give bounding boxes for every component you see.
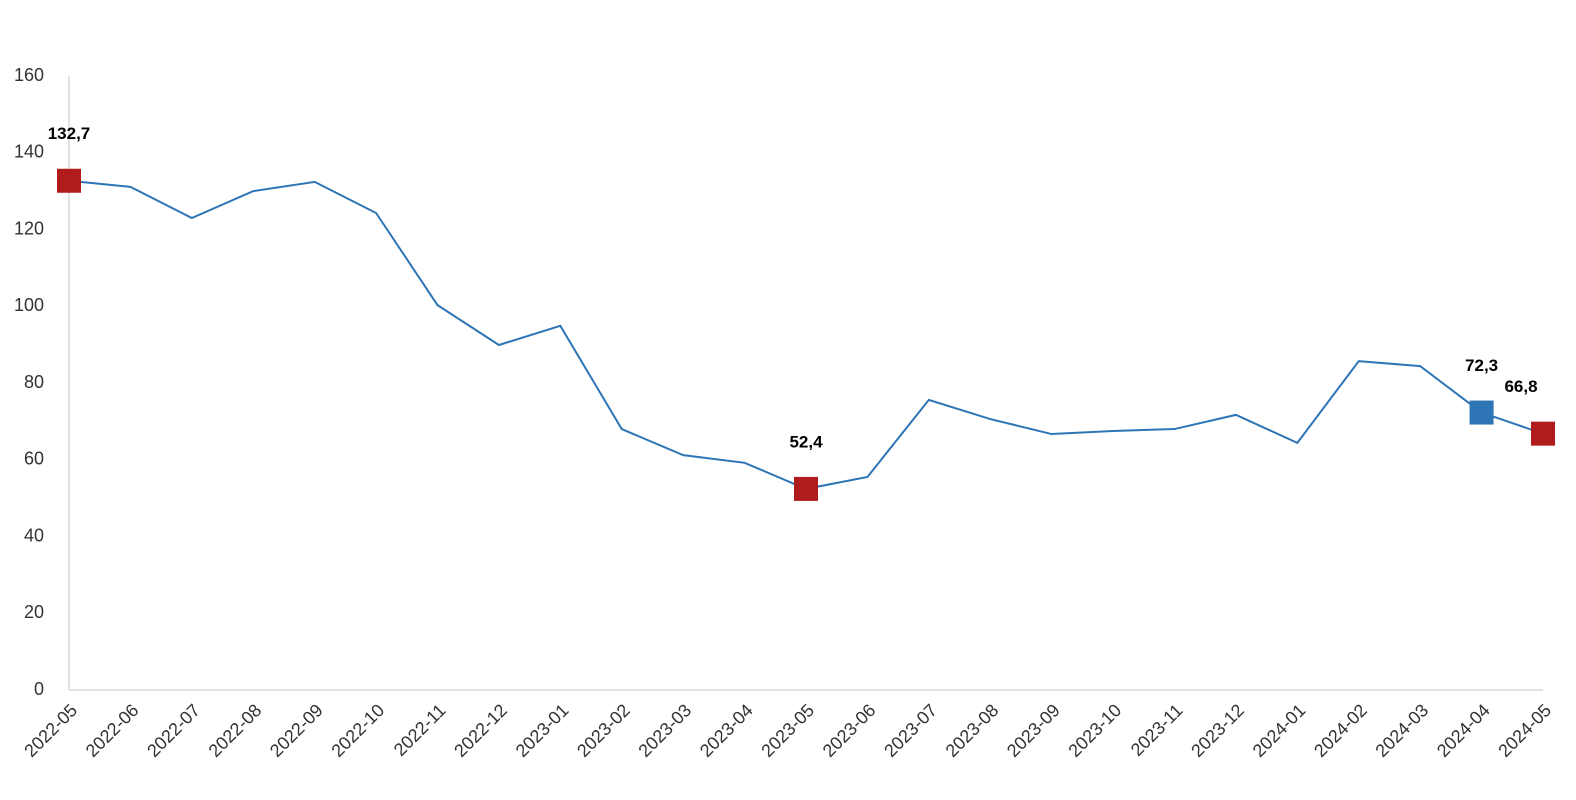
x-tick-label: 2023-10 bbox=[1064, 700, 1125, 761]
y-tick-label: 20 bbox=[24, 602, 44, 622]
x-tick-label: 2022-05 bbox=[20, 700, 81, 761]
marker bbox=[57, 168, 81, 193]
x-tick-label: 2024-04 bbox=[1433, 700, 1494, 761]
x-tick-label: 2023-04 bbox=[696, 700, 757, 761]
y-tick-label: 120 bbox=[14, 218, 44, 238]
x-tick-label: 2022-12 bbox=[450, 700, 511, 761]
y-tick-label: 160 bbox=[14, 65, 44, 85]
x-tick-label: 2022-10 bbox=[327, 700, 388, 761]
x-tick-label: 2022-09 bbox=[266, 700, 327, 761]
x-tick-label: 2024-03 bbox=[1371, 700, 1432, 761]
value-label: 72,3 bbox=[1465, 356, 1498, 375]
value-label: 66,8 bbox=[1504, 377, 1537, 396]
x-tick-label: 2024-05 bbox=[1494, 700, 1555, 761]
y-tick-label: 140 bbox=[14, 142, 44, 162]
y-tick-label: 60 bbox=[24, 449, 44, 469]
y-tick-label: 0 bbox=[34, 679, 44, 699]
x-tick-label: 2022-07 bbox=[143, 700, 204, 761]
value-label: 52,4 bbox=[789, 432, 823, 451]
marker bbox=[1531, 421, 1555, 446]
x-tick-label: 2023-12 bbox=[1187, 700, 1248, 761]
value-label: 132,7 bbox=[48, 124, 91, 143]
marker bbox=[1469, 400, 1494, 425]
x-tick-label: 2023-02 bbox=[573, 700, 634, 761]
x-tick-label: 2022-08 bbox=[205, 700, 266, 761]
x-tick-label: 2024-02 bbox=[1310, 700, 1371, 761]
x-tick-label: 2023-01 bbox=[512, 700, 573, 761]
x-tick-label: 2023-07 bbox=[880, 700, 941, 761]
x-tick-label: 2023-03 bbox=[634, 700, 695, 761]
x-tick-label: 2023-08 bbox=[942, 700, 1003, 761]
x-tick-label: 2022-06 bbox=[82, 700, 143, 761]
y-tick-label: 100 bbox=[14, 295, 44, 315]
y-tick-label: 40 bbox=[24, 525, 44, 545]
x-tick-label: 2023-05 bbox=[757, 700, 818, 761]
x-tick-label: 2024-01 bbox=[1249, 700, 1310, 761]
x-tick-label: 2023-11 bbox=[1127, 700, 1187, 760]
marker bbox=[794, 476, 818, 501]
x-tick-label: 2023-09 bbox=[1003, 700, 1064, 761]
x-tick-label: 2023-06 bbox=[819, 700, 880, 761]
y-tick-label: 80 bbox=[24, 372, 44, 392]
x-tick-label: 2022-11 bbox=[390, 700, 450, 760]
